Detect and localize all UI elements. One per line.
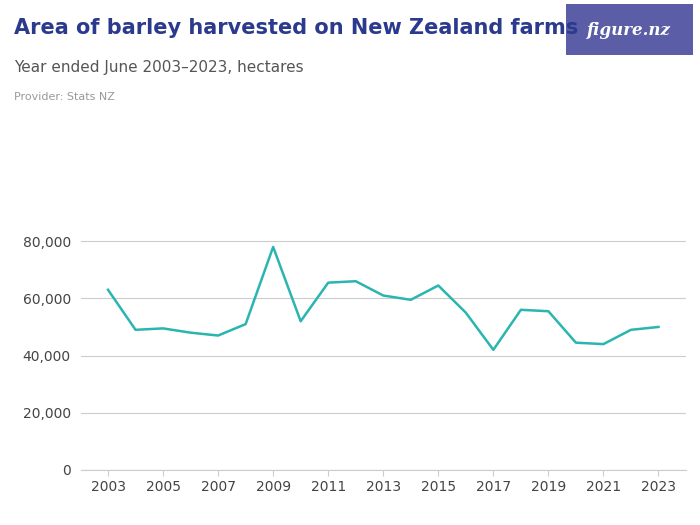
Text: Provider: Stats NZ: Provider: Stats NZ — [14, 92, 115, 102]
Text: Area of barley harvested on New Zealand farms: Area of barley harvested on New Zealand … — [14, 18, 578, 38]
Text: figure.nz: figure.nz — [587, 22, 671, 39]
Text: Year ended June 2003–2023, hectares: Year ended June 2003–2023, hectares — [14, 60, 304, 76]
